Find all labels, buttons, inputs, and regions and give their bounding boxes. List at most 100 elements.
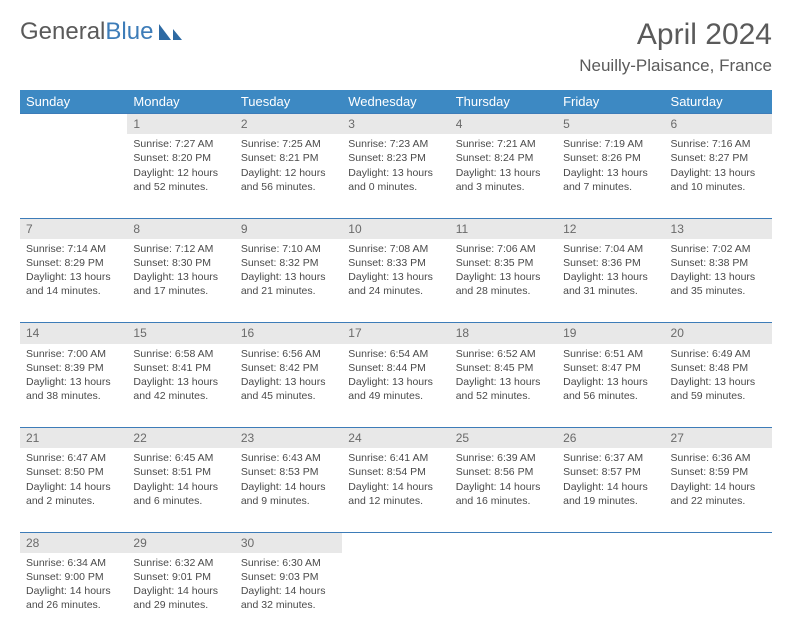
day-cell: Sunrise: 7:14 AMSunset: 8:29 PMDaylight:…: [20, 239, 127, 323]
daylight-text: Daylight: 13 hours: [348, 270, 443, 284]
daylight-text: and 29 minutes.: [133, 598, 228, 612]
day-number: 7: [20, 218, 127, 239]
day-cell: Sunrise: 6:34 AMSunset: 9:00 PMDaylight:…: [20, 553, 127, 637]
logo-text: GeneralBlue: [20, 18, 153, 46]
daylight-text: Daylight: 14 hours: [671, 480, 766, 494]
day-number: 1: [127, 114, 234, 135]
day-cell: Sunrise: 7:08 AMSunset: 8:33 PMDaylight:…: [342, 239, 449, 323]
day-number: 21: [20, 428, 127, 449]
content-row: Sunrise: 7:27 AMSunset: 8:20 PMDaylight:…: [20, 134, 772, 218]
sunset-text: Sunset: 8:26 PM: [563, 151, 658, 165]
daylight-text: Daylight: 13 hours: [456, 375, 551, 389]
sunrise-text: Sunrise: 7:21 AM: [456, 137, 551, 151]
sunset-text: Sunset: 9:00 PM: [26, 570, 121, 584]
day-number: 9: [235, 218, 342, 239]
daylight-text: and 26 minutes.: [26, 598, 121, 612]
day-number: 13: [665, 218, 772, 239]
day-cell: Sunrise: 7:19 AMSunset: 8:26 PMDaylight:…: [557, 134, 664, 218]
weekday-header: Monday: [127, 90, 234, 114]
location: Neuilly-Plaisance, France: [579, 56, 772, 76]
day-number: 5: [557, 114, 664, 135]
sunrise-text: Sunrise: 6:52 AM: [456, 347, 551, 361]
day-cell: Sunrise: 6:49 AMSunset: 8:48 PMDaylight:…: [665, 344, 772, 428]
daylight-text: Daylight: 14 hours: [241, 480, 336, 494]
day-cell: Sunrise: 7:00 AMSunset: 8:39 PMDaylight:…: [20, 344, 127, 428]
logo-sail-icon: [157, 22, 183, 42]
daylight-text: and 6 minutes.: [133, 494, 228, 508]
daylight-text: Daylight: 13 hours: [563, 270, 658, 284]
day-cell: Sunrise: 7:06 AMSunset: 8:35 PMDaylight:…: [450, 239, 557, 323]
daylight-text: Daylight: 13 hours: [456, 270, 551, 284]
weekday-header: Wednesday: [342, 90, 449, 114]
daylight-text: Daylight: 13 hours: [671, 166, 766, 180]
day-number: 19: [557, 323, 664, 344]
day-cell: Sunrise: 6:56 AMSunset: 8:42 PMDaylight:…: [235, 344, 342, 428]
day-number: [665, 532, 772, 553]
day-number: 20: [665, 323, 772, 344]
daylight-text: and 22 minutes.: [671, 494, 766, 508]
sunset-text: Sunset: 8:59 PM: [671, 465, 766, 479]
sunset-text: Sunset: 9:01 PM: [133, 570, 228, 584]
daylight-text: and 3 minutes.: [456, 180, 551, 194]
day-cell: Sunrise: 6:32 AMSunset: 9:01 PMDaylight:…: [127, 553, 234, 637]
sunrise-text: Sunrise: 7:06 AM: [456, 242, 551, 256]
daylight-text: Daylight: 13 hours: [133, 270, 228, 284]
day-cell: Sunrise: 6:45 AMSunset: 8:51 PMDaylight:…: [127, 448, 234, 532]
day-number: [450, 532, 557, 553]
sunset-text: Sunset: 8:24 PM: [456, 151, 551, 165]
daylight-text: and 52 minutes.: [133, 180, 228, 194]
daylight-text: and 38 minutes.: [26, 389, 121, 403]
day-number: 24: [342, 428, 449, 449]
daylight-text: and 32 minutes.: [241, 598, 336, 612]
day-number: 14: [20, 323, 127, 344]
sunset-text: Sunset: 8:33 PM: [348, 256, 443, 270]
day-number: 4: [450, 114, 557, 135]
daylight-text: and 24 minutes.: [348, 284, 443, 298]
sunrise-text: Sunrise: 7:00 AM: [26, 347, 121, 361]
daylight-text: and 35 minutes.: [671, 284, 766, 298]
daylight-text: and 21 minutes.: [241, 284, 336, 298]
daylight-text: and 19 minutes.: [563, 494, 658, 508]
daylight-text: and 31 minutes.: [563, 284, 658, 298]
daylight-text: and 12 minutes.: [348, 494, 443, 508]
sunset-text: Sunset: 8:35 PM: [456, 256, 551, 270]
day-number: [342, 532, 449, 553]
sunrise-text: Sunrise: 7:25 AM: [241, 137, 336, 151]
weekday-header: Friday: [557, 90, 664, 114]
day-cell: Sunrise: 7:04 AMSunset: 8:36 PMDaylight:…: [557, 239, 664, 323]
day-number: 27: [665, 428, 772, 449]
sunset-text: Sunset: 8:54 PM: [348, 465, 443, 479]
header: GeneralBlue April 2024 Neuilly-Plaisance…: [20, 18, 772, 76]
sunset-text: Sunset: 8:48 PM: [671, 361, 766, 375]
sunrise-text: Sunrise: 6:30 AM: [241, 556, 336, 570]
day-number: 11: [450, 218, 557, 239]
day-cell: Sunrise: 6:30 AMSunset: 9:03 PMDaylight:…: [235, 553, 342, 637]
sunrise-text: Sunrise: 6:54 AM: [348, 347, 443, 361]
day-cell: Sunrise: 6:36 AMSunset: 8:59 PMDaylight:…: [665, 448, 772, 532]
day-number: 25: [450, 428, 557, 449]
daylight-text: and 14 minutes.: [26, 284, 121, 298]
daylight-text: Daylight: 13 hours: [26, 270, 121, 284]
sunset-text: Sunset: 8:20 PM: [133, 151, 228, 165]
day-number: 18: [450, 323, 557, 344]
daylight-text: and 0 minutes.: [348, 180, 443, 194]
daylight-text: and 16 minutes.: [456, 494, 551, 508]
weekday-header-row: Sunday Monday Tuesday Wednesday Thursday…: [20, 90, 772, 114]
daylight-text: and 45 minutes.: [241, 389, 336, 403]
daylight-text: Daylight: 13 hours: [563, 166, 658, 180]
daylight-text: and 7 minutes.: [563, 180, 658, 194]
daylight-text: Daylight: 13 hours: [348, 166, 443, 180]
sunset-text: Sunset: 8:32 PM: [241, 256, 336, 270]
month-title: April 2024: [579, 18, 772, 52]
sunset-text: Sunset: 8:38 PM: [671, 256, 766, 270]
daylight-text: Daylight: 13 hours: [671, 270, 766, 284]
sunset-text: Sunset: 8:39 PM: [26, 361, 121, 375]
day-cell: Sunrise: 6:41 AMSunset: 8:54 PMDaylight:…: [342, 448, 449, 532]
sunset-text: Sunset: 8:36 PM: [563, 256, 658, 270]
day-number: 30: [235, 532, 342, 553]
daylight-text: Daylight: 14 hours: [241, 584, 336, 598]
daylight-text: and 28 minutes.: [456, 284, 551, 298]
daylight-text: Daylight: 13 hours: [241, 270, 336, 284]
title-block: April 2024 Neuilly-Plaisance, France: [579, 18, 772, 76]
sunrise-text: Sunrise: 7:12 AM: [133, 242, 228, 256]
